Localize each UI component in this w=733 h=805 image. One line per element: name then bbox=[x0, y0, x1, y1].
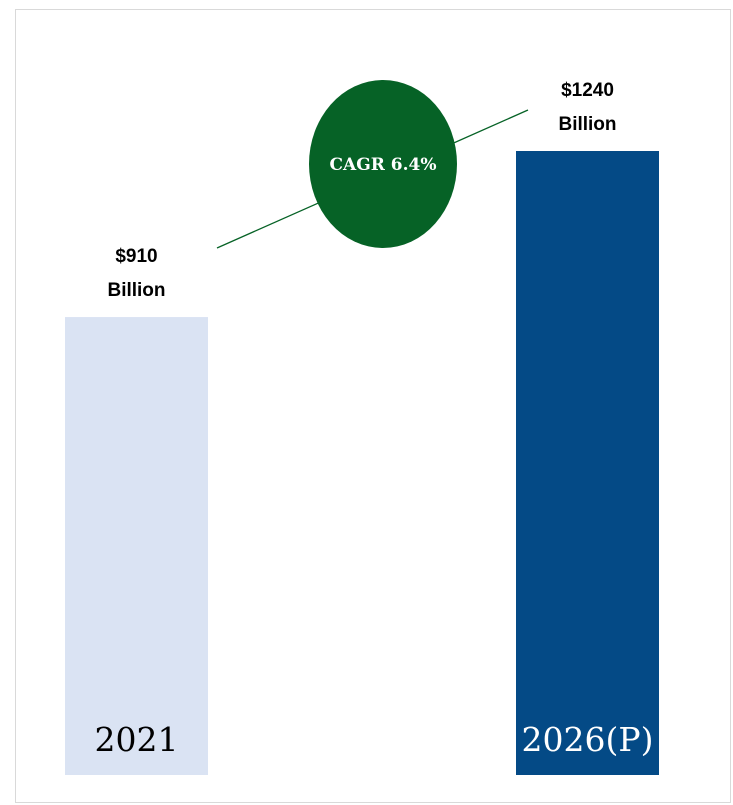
value-label-amount: $1240 bbox=[561, 80, 614, 101]
cagr-badge bbox=[309, 80, 457, 248]
category-label: 2021 bbox=[95, 720, 179, 759]
category-label: 2026(P) bbox=[522, 720, 654, 759]
cagr-label: CAGR 6.4% bbox=[329, 155, 436, 175]
value-label-unit: Billion bbox=[107, 280, 165, 301]
value-label-unit: Billion bbox=[558, 114, 616, 135]
value-label-amount: $910 bbox=[115, 246, 157, 267]
bar-2026(P) bbox=[516, 151, 659, 775]
bar-2021 bbox=[65, 317, 208, 775]
